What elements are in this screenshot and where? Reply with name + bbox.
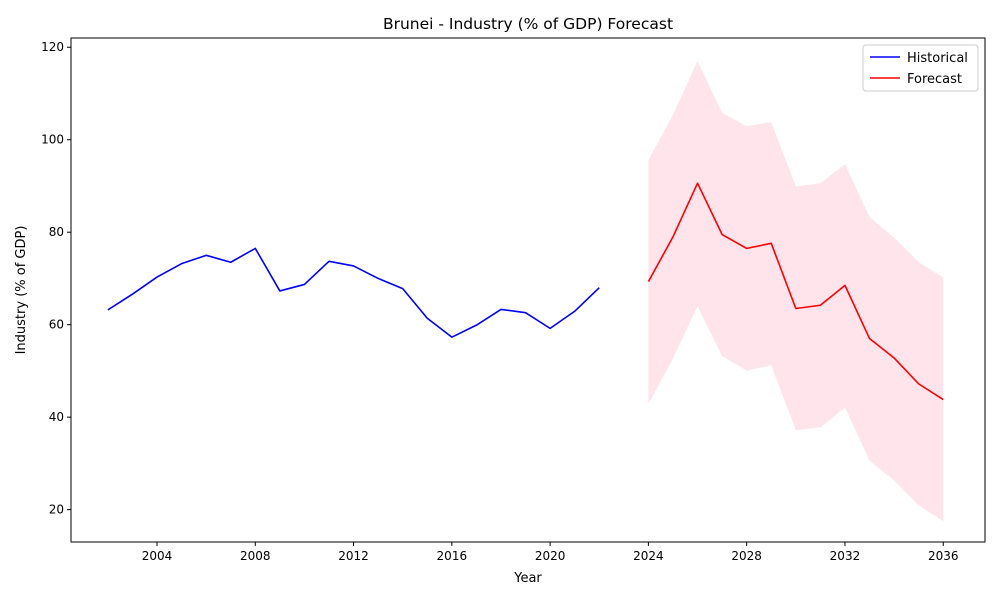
y-tick-label: 120 [41,40,64,54]
plot-area: 2004 2008 2012 2016 2020 2024 2028 2032 20362040… [41,37,986,563]
y-tick-label: 40 [49,410,64,424]
y-tick-label: 80 [49,225,64,239]
plot-frame [70,37,986,543]
y-tick-label: 100 [41,133,64,147]
x-tick-label: 2008 [240,549,271,563]
series-line-forecast [647,182,944,401]
y-tick-label: 60 [49,318,64,332]
x-tick-label: 2032 [830,549,861,563]
x-tick-label: 2012 [338,549,369,563]
x-axis-label: Year [513,571,542,586]
x-tick-label: 2016 [437,549,468,563]
legend-label-historical: Historical [907,51,968,66]
legend: Historical Forecast [862,44,979,92]
x-tick-label: 2024 [633,549,664,563]
y-axis-label: Industry (% of GDP) [14,226,29,355]
legend-label-forecast: Forecast [907,72,962,87]
x-tick-label: 2004 [142,549,173,563]
y-tick-label: 20 [49,503,64,517]
chart-title: Brunei - Industry (% of GDP) Forecast [383,15,673,33]
forecast-confidence-band [648,61,944,522]
series-line-historical [107,247,600,338]
x-tick-label: 2020 [535,549,566,563]
x-tick-label: 2036 [928,549,959,563]
x-tick-label: 2028 [731,549,762,563]
